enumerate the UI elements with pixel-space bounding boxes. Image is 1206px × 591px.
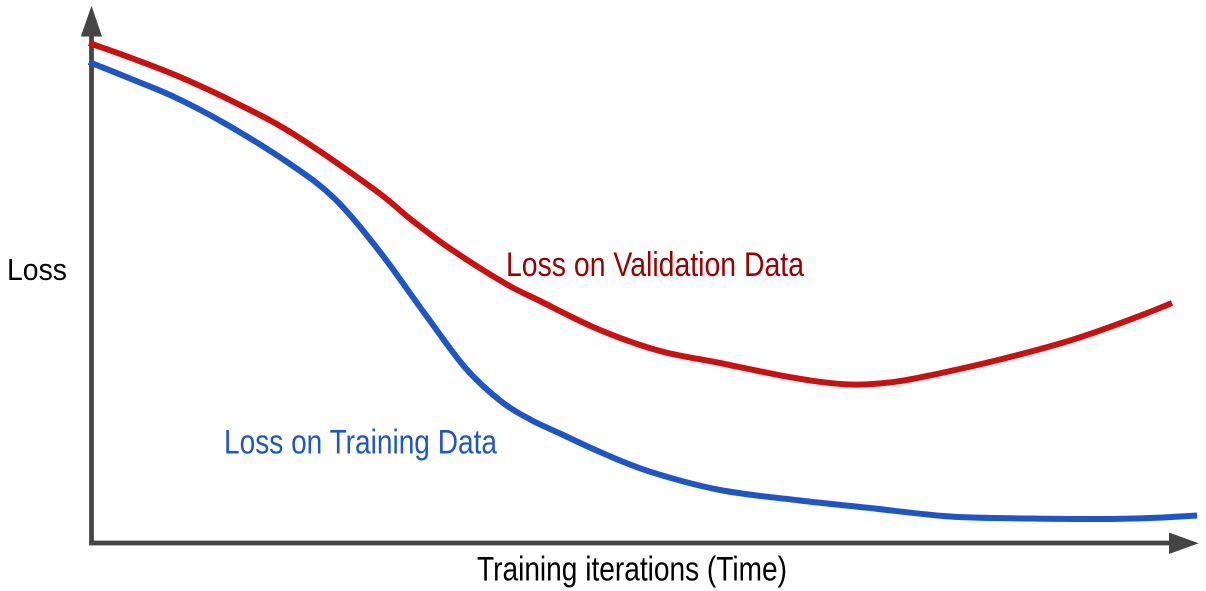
svg-text:Loss: Loss <box>7 252 67 287</box>
svg-text:Loss on Validation Data: Loss on Validation Data <box>506 246 804 284</box>
svg-text:Loss on Training Data: Loss on Training Data <box>224 424 497 462</box>
svg-text:Training iterations (Time): Training iterations (Time) <box>477 551 787 589</box>
